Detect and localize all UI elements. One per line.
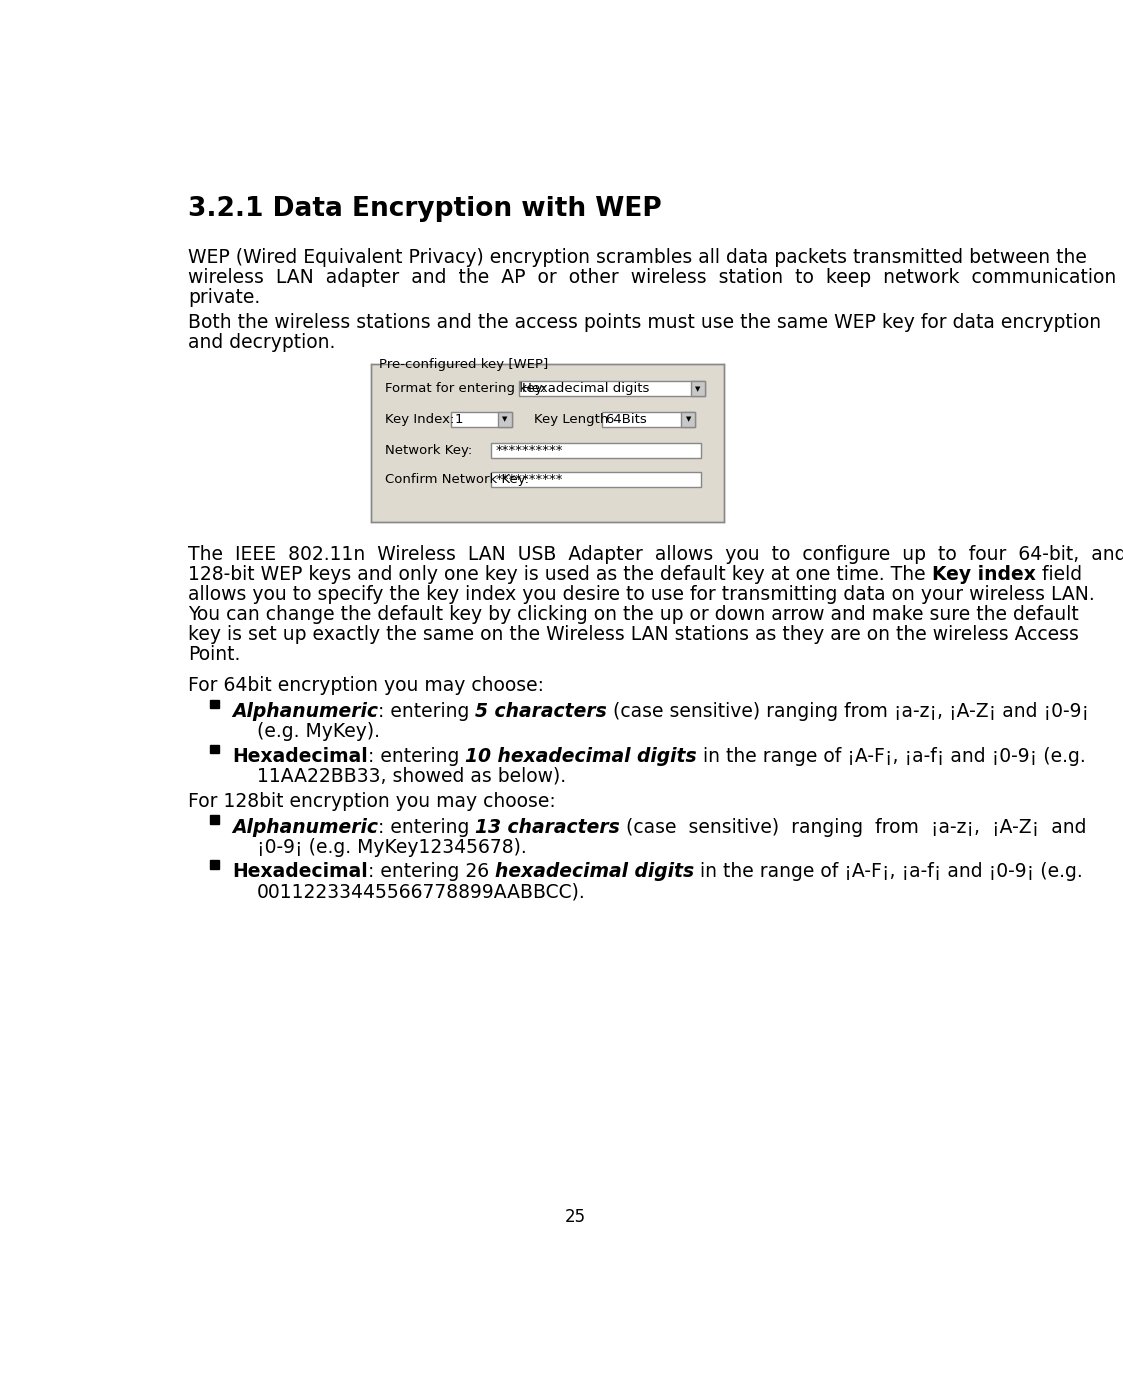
- Text: For 128bit encryption you may choose:: For 128bit encryption you may choose:: [189, 792, 556, 810]
- Text: and decryption.: and decryption.: [189, 333, 336, 352]
- Bar: [210, 816, 219, 824]
- Bar: [492, 472, 701, 487]
- Text: in the range of ¡A-F¡, ¡a-f¡ and ¡0-9¡ (e.g.: in the range of ¡A-F¡, ¡a-f¡ and ¡0-9¡ (…: [696, 748, 1085, 766]
- Text: : entering: : entering: [377, 817, 475, 837]
- Bar: [451, 412, 512, 427]
- Text: ¡0-9¡ (e.g. MyKey12345678).: ¡0-9¡ (e.g. MyKey12345678).: [257, 838, 527, 856]
- Text: Network Key:: Network Key:: [385, 444, 473, 457]
- Bar: [497, 412, 512, 427]
- Text: Alphanumeric: Alphanumeric: [231, 702, 377, 721]
- Text: (e.g. MyKey).: (e.g. MyKey).: [257, 722, 380, 741]
- Text: ▼: ▼: [686, 416, 691, 423]
- Text: allows you to specify the key index you desire to use for transmitting data on y: allows you to specify the key index you …: [189, 585, 1095, 604]
- Text: (case  sensitive)  ranging  from  ¡a-z¡,  ¡A-Z¡  and: (case sensitive) ranging from ¡a-z¡, ¡A-…: [620, 817, 1086, 837]
- Text: wireless  LAN  adapter  and  the  AP  or  other  wireless  station  to  keep  ne: wireless LAN adapter and the AP or other…: [189, 267, 1116, 287]
- Text: Confirm Network Key:: Confirm Network Key:: [385, 473, 529, 486]
- Text: WEP (Wired Equivalent Privacy) encryption scrambles all data packets transmitted: WEP (Wired Equivalent Privacy) encryptio…: [189, 248, 1087, 267]
- Bar: [372, 365, 724, 522]
- Text: 1: 1: [454, 413, 463, 426]
- Text: (case sensitive) ranging from ¡a-z¡, ¡A-Z¡ and ¡0-9¡: (case sensitive) ranging from ¡a-z¡, ¡A-…: [606, 702, 1089, 721]
- Text: 3.2.1 Data Encryption with WEP: 3.2.1 Data Encryption with WEP: [189, 195, 663, 221]
- Text: 25: 25: [565, 1208, 586, 1226]
- Text: Hexadecimal: Hexadecimal: [231, 863, 367, 881]
- Text: 11AA22BB33, showed as below).: 11AA22BB33, showed as below).: [257, 767, 566, 786]
- Text: ▼: ▼: [695, 386, 701, 391]
- Text: : entering 26: : entering 26: [367, 863, 495, 881]
- Text: Point.: Point.: [189, 646, 240, 664]
- Bar: [210, 700, 219, 709]
- Text: 00112233445566778899AABBCC).: 00112233445566778899AABBCC).: [257, 883, 585, 902]
- Text: Hexadecimal digits: Hexadecimal digits: [522, 383, 649, 395]
- Text: The  IEEE  802.11n  Wireless  LAN  USB  Adapter  allows  you  to  configure  up : The IEEE 802.11n Wireless LAN USB Adapte…: [189, 546, 1123, 564]
- Bar: [682, 412, 695, 427]
- Text: For 64bit encryption you may choose:: For 64bit encryption you may choose:: [189, 677, 545, 695]
- Text: Key Length:: Key Length:: [535, 413, 613, 426]
- Bar: [519, 381, 704, 397]
- Text: key is set up exactly the same on the Wireless LAN stations as they are on the w: key is set up exactly the same on the Wi…: [189, 625, 1079, 644]
- Text: **********: **********: [495, 444, 563, 457]
- Text: : entering: : entering: [377, 702, 475, 721]
- Text: Alphanumeric: Alphanumeric: [231, 817, 377, 837]
- Text: field: field: [1035, 565, 1083, 585]
- Text: Format for entering key:: Format for entering key:: [385, 383, 546, 395]
- Text: 10 hexadecimal digits: 10 hexadecimal digits: [465, 748, 696, 766]
- Text: : entering: : entering: [367, 748, 465, 766]
- Bar: [492, 443, 701, 458]
- Text: hexadecimal digits: hexadecimal digits: [495, 863, 694, 881]
- Text: 13 characters: 13 characters: [475, 817, 620, 837]
- Bar: [210, 745, 219, 753]
- Text: Hexadecimal: Hexadecimal: [231, 748, 367, 766]
- Text: 64Bits: 64Bits: [605, 413, 647, 426]
- Text: **********: **********: [495, 473, 563, 486]
- Bar: [602, 412, 695, 427]
- Text: Both the wireless stations and the access points must use the same WEP key for d: Both the wireless stations and the acces…: [189, 313, 1102, 331]
- Text: 5 characters: 5 characters: [475, 702, 606, 721]
- Text: You can change the default key by clicking on the up or down arrow and make sure: You can change the default key by clicki…: [189, 606, 1079, 624]
- Text: Pre-configured key [WEP]: Pre-configured key [WEP]: [380, 358, 548, 370]
- Bar: [210, 860, 219, 869]
- Text: in the range of ¡A-F¡, ¡a-f¡ and ¡0-9¡ (e.g.: in the range of ¡A-F¡, ¡a-f¡ and ¡0-9¡ (…: [694, 863, 1083, 881]
- Bar: [691, 381, 704, 397]
- Text: private.: private.: [189, 288, 261, 306]
- Text: Key index: Key index: [932, 565, 1035, 585]
- Text: 128-bit WEP keys and only one key is used as the default key at one time. The: 128-bit WEP keys and only one key is use…: [189, 565, 932, 585]
- Text: Key Index:: Key Index:: [385, 413, 455, 426]
- Text: ▼: ▼: [502, 416, 508, 423]
